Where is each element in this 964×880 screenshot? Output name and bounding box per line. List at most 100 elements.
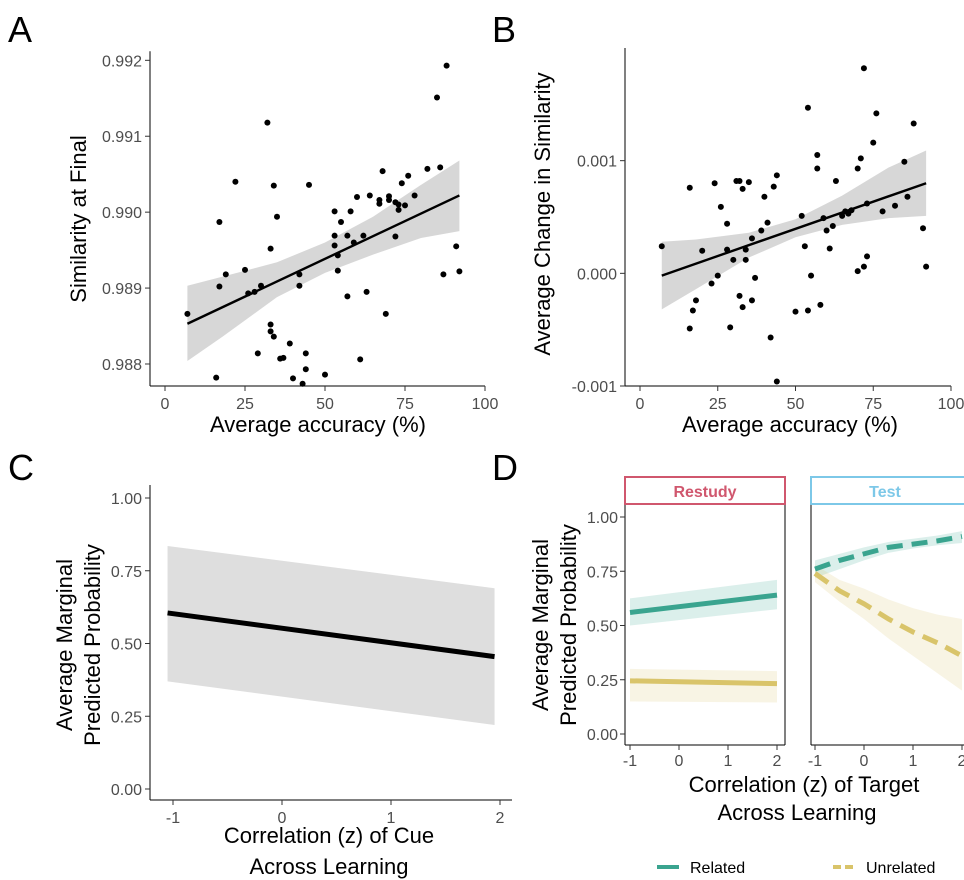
- panel-d-y-tick-label: 0.00: [587, 727, 618, 744]
- legend-label-unrelated: Unrelated: [866, 860, 935, 877]
- panel-b-data-point: [714, 272, 721, 279]
- facet-label-restudy: Restudy: [673, 484, 736, 501]
- panel-b-data-point: [873, 110, 880, 117]
- panel-d-y-axis-title-line1: Average Marginal: [528, 539, 553, 711]
- panel-b-data-point: [730, 256, 737, 263]
- panel-c-y-tick-label: 0.25: [111, 709, 142, 726]
- panel-a-data-point: [338, 219, 344, 226]
- legend: Related Unrelated: [655, 859, 935, 877]
- panel-b-data-point: [761, 193, 768, 200]
- panel-a-data-point: [274, 213, 280, 220]
- panel-a-data-point: [302, 350, 309, 357]
- panel-c-x-tick-label: 2: [496, 810, 505, 827]
- panel-a-x-axis-title: Average accuracy (%): [210, 412, 426, 437]
- panel-b-data-point: [748, 297, 755, 304]
- panel-b-data-point: [854, 165, 861, 172]
- panel-letter-b: B: [492, 9, 516, 50]
- panel-a-data-point: [299, 380, 306, 387]
- panel-b-data-point: [724, 220, 731, 227]
- panel-b-data-point: [920, 225, 927, 232]
- panel-b-data-point: [857, 155, 864, 162]
- panel-a-y-tick-label: 0.989: [102, 281, 142, 298]
- panel-a-data-point: [354, 193, 360, 200]
- panel-a-data-point: [267, 245, 274, 252]
- panel-b-data-point: [804, 104, 811, 111]
- panel-b-data-point: [904, 193, 911, 200]
- panel-d-restudy-x-tick-label: -1: [623, 753, 637, 770]
- panel-c-x-tick-label: -1: [166, 810, 180, 827]
- panel-a-data-point: [264, 119, 271, 126]
- panel-c-x-tick-label: 1: [387, 810, 396, 827]
- panel-a-data-point: [382, 310, 389, 317]
- panel-a-data-point: [270, 182, 277, 189]
- panel-b-x-tick-label: 50: [787, 396, 805, 413]
- panel-b-data-point: [717, 203, 724, 210]
- panel-d-line-test-unrelated: [813, 571, 964, 659]
- panel-a-data-point: [344, 293, 351, 300]
- panel-a-data-point: [213, 374, 220, 381]
- panel-b-data-point: [923, 263, 930, 270]
- panel-a-data-point: [395, 201, 402, 208]
- panel-a-data-point: [302, 366, 309, 373]
- panel-b-data-point: [801, 243, 808, 250]
- panel-b-data-point: [839, 212, 846, 219]
- facet-strip-restudy: [624, 476, 786, 505]
- panel-b-data-point: [764, 219, 771, 226]
- panel-c-x-tick-label: 0: [278, 810, 287, 827]
- panel-d-x-axis-title-line2: Across Learning: [718, 800, 877, 825]
- panel-b-data-point: [736, 292, 743, 299]
- panel-b-data-point: [773, 378, 780, 385]
- panel-b-data-point: [686, 184, 693, 191]
- panel-d-test-x-tick-label: 2: [958, 753, 964, 770]
- panel-a-data-point: [331, 208, 338, 215]
- panel-a-data-point: [357, 356, 364, 363]
- panel-a-y-tick-label: 0.991: [102, 129, 142, 146]
- panel-a-data-point: [296, 282, 303, 289]
- panel-c-series-line: [167, 610, 495, 660]
- panel-b-data-point: [860, 65, 867, 72]
- panel-a-data-point: [331, 232, 338, 239]
- panel-b-data-point: [808, 272, 815, 279]
- panel-a-data-point: [402, 202, 408, 209]
- panel-c-y-tick-label: 0.00: [111, 782, 142, 799]
- panel-c-y-tick-label: 0.50: [111, 637, 142, 654]
- panel-a-data-point: [331, 242, 338, 249]
- panel-d-restudy-x-tick-label: 0: [675, 753, 684, 770]
- panel-b-data-point: [767, 334, 774, 341]
- panel-b-data-point: [742, 246, 749, 253]
- panel-b-data-point: [892, 202, 899, 209]
- panel-b-data-point: [745, 179, 752, 186]
- panel-a-data-point: [267, 328, 274, 335]
- panel-b-x-tick-label: 25: [709, 396, 727, 413]
- panel-a-y-tick-label: 0.990: [102, 205, 142, 222]
- panel-a-data-point: [254, 350, 261, 357]
- panel-b-data-point: [758, 227, 765, 234]
- panel-b-data-point: [739, 185, 746, 192]
- panel-a-data-point: [344, 232, 351, 239]
- panel-b-data-point: [901, 158, 908, 165]
- panel-b-data-point: [792, 308, 799, 315]
- legend-label-related: Related: [690, 860, 745, 877]
- panel-b-data-point: [686, 325, 693, 332]
- panel-b-data-point: [711, 180, 718, 187]
- panel-a-data-point: [405, 172, 412, 179]
- panel-b-data-point: [708, 280, 715, 287]
- panel-d-test-x-tick-label: -1: [808, 753, 822, 770]
- panel-a-data-point: [437, 164, 444, 171]
- panel-b-x-axis-title: Average accuracy (%): [682, 412, 898, 437]
- panel-a-x-tick-label: 25: [236, 396, 254, 413]
- panel-c-y-axis-title-line2: Predicted Probability: [80, 544, 105, 746]
- panel-b-data-point: [804, 307, 811, 314]
- panel-a-data-point: [267, 321, 274, 328]
- panel-d-line-restudy-related: [629, 592, 778, 615]
- panel-d-test-x-tick-label: 1: [909, 753, 918, 770]
- panel-b-data-point: [826, 245, 833, 252]
- panel-a-data-point: [347, 208, 354, 215]
- panel-d-restudy-x-tick-label: 1: [724, 753, 733, 770]
- panel-d-ribbon-restudy-unrelated: [630, 668, 777, 703]
- panel-b-data-point: [739, 304, 746, 311]
- panel-a-fit-line: [186, 194, 460, 325]
- panel-a-x-tick-label: 0: [161, 396, 170, 413]
- panel-a-data-point: [286, 340, 293, 347]
- panel-b-data-point: [879, 208, 886, 215]
